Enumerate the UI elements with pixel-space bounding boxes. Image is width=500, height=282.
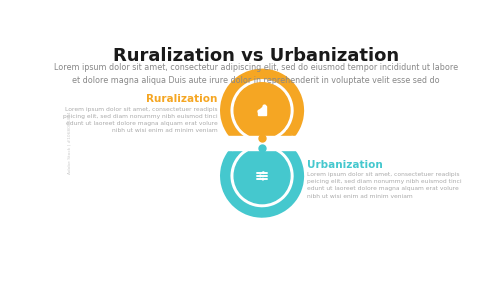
Circle shape — [262, 172, 264, 173]
Text: Ruralization: Ruralization — [146, 94, 218, 104]
Text: Ruralization vs Urbanization: Ruralization vs Urbanization — [113, 47, 400, 65]
Text: Adobe Stock | #1068004424: Adobe Stock | #1068004424 — [68, 112, 71, 175]
Text: Lorem ipsum dolor sit amet, consectetuer readipis
peicing elit, sed diam nonummy: Lorem ipsum dolor sit amet, consectetuer… — [306, 172, 461, 199]
Text: Urbanization: Urbanization — [306, 160, 382, 170]
Circle shape — [262, 178, 264, 180]
Bar — [258, 111, 260, 115]
Circle shape — [234, 83, 290, 138]
Circle shape — [234, 148, 290, 204]
Bar — [260, 109, 263, 115]
Bar — [264, 106, 266, 115]
Text: Lorem ipsum dolor sit amet, consectetur adipiscing elit, sed do eiusmod tempor i: Lorem ipsum dolor sit amet, consectetur … — [54, 63, 458, 85]
Text: Lorem ipsum dolor sit amet, consectetuer readipis
peicing elit, sed diam nonummy: Lorem ipsum dolor sit amet, consectetuer… — [63, 107, 218, 133]
Circle shape — [260, 175, 261, 177]
